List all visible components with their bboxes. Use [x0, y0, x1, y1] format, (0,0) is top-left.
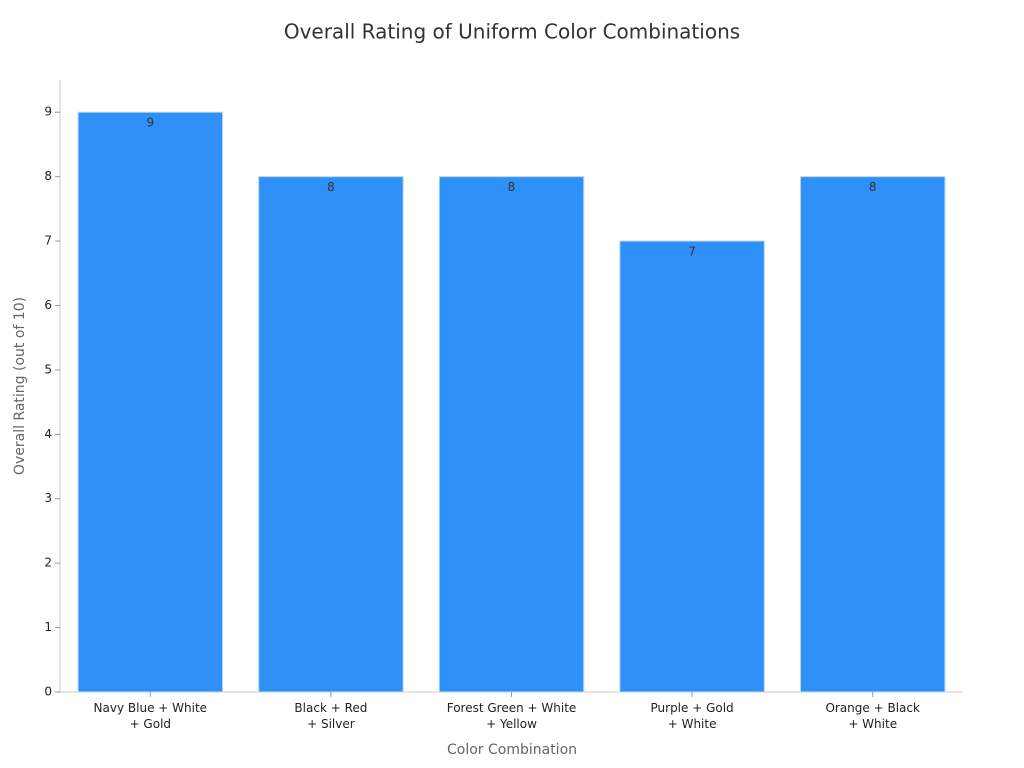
- y-tick-label: 4: [44, 427, 52, 441]
- value-label: 7: [688, 245, 696, 259]
- bar: [258, 176, 404, 693]
- y-tick-label: 8: [44, 169, 52, 183]
- bar: [799, 176, 946, 693]
- x-axis-label: Color Combination: [447, 742, 577, 758]
- value-label: 8: [869, 180, 877, 194]
- y-tick-label: 9: [44, 105, 52, 119]
- x-tick-label: Purple + Gold + White: [651, 701, 734, 731]
- bar: [438, 176, 585, 693]
- x-tick-label: Navy Blue + White + Gold: [94, 701, 207, 731]
- y-tick-label: 2: [44, 556, 52, 570]
- y-tick-label: 0: [44, 685, 52, 699]
- x-tick-label: Orange + Black + White: [825, 701, 920, 731]
- y-tick-label: 1: [44, 620, 52, 634]
- value-label: 8: [508, 180, 516, 194]
- value-label: 8: [327, 180, 335, 194]
- y-tick-label: 7: [44, 234, 52, 248]
- bar: [77, 111, 224, 693]
- y-tick-label: 6: [44, 298, 52, 312]
- y-tick-label: 3: [44, 491, 52, 505]
- y-tick-label: 5: [44, 362, 52, 376]
- x-tick-label: Forest Green + White + Yellow: [447, 701, 577, 731]
- bar: [619, 240, 765, 693]
- value-label: 9: [146, 116, 154, 130]
- y-axis-label: Overall Rating (out of 10): [12, 297, 28, 475]
- chart-title: Overall Rating of Uniform Color Combinat…: [284, 20, 740, 44]
- x-tick-label: Black + Red + Silver: [294, 701, 367, 731]
